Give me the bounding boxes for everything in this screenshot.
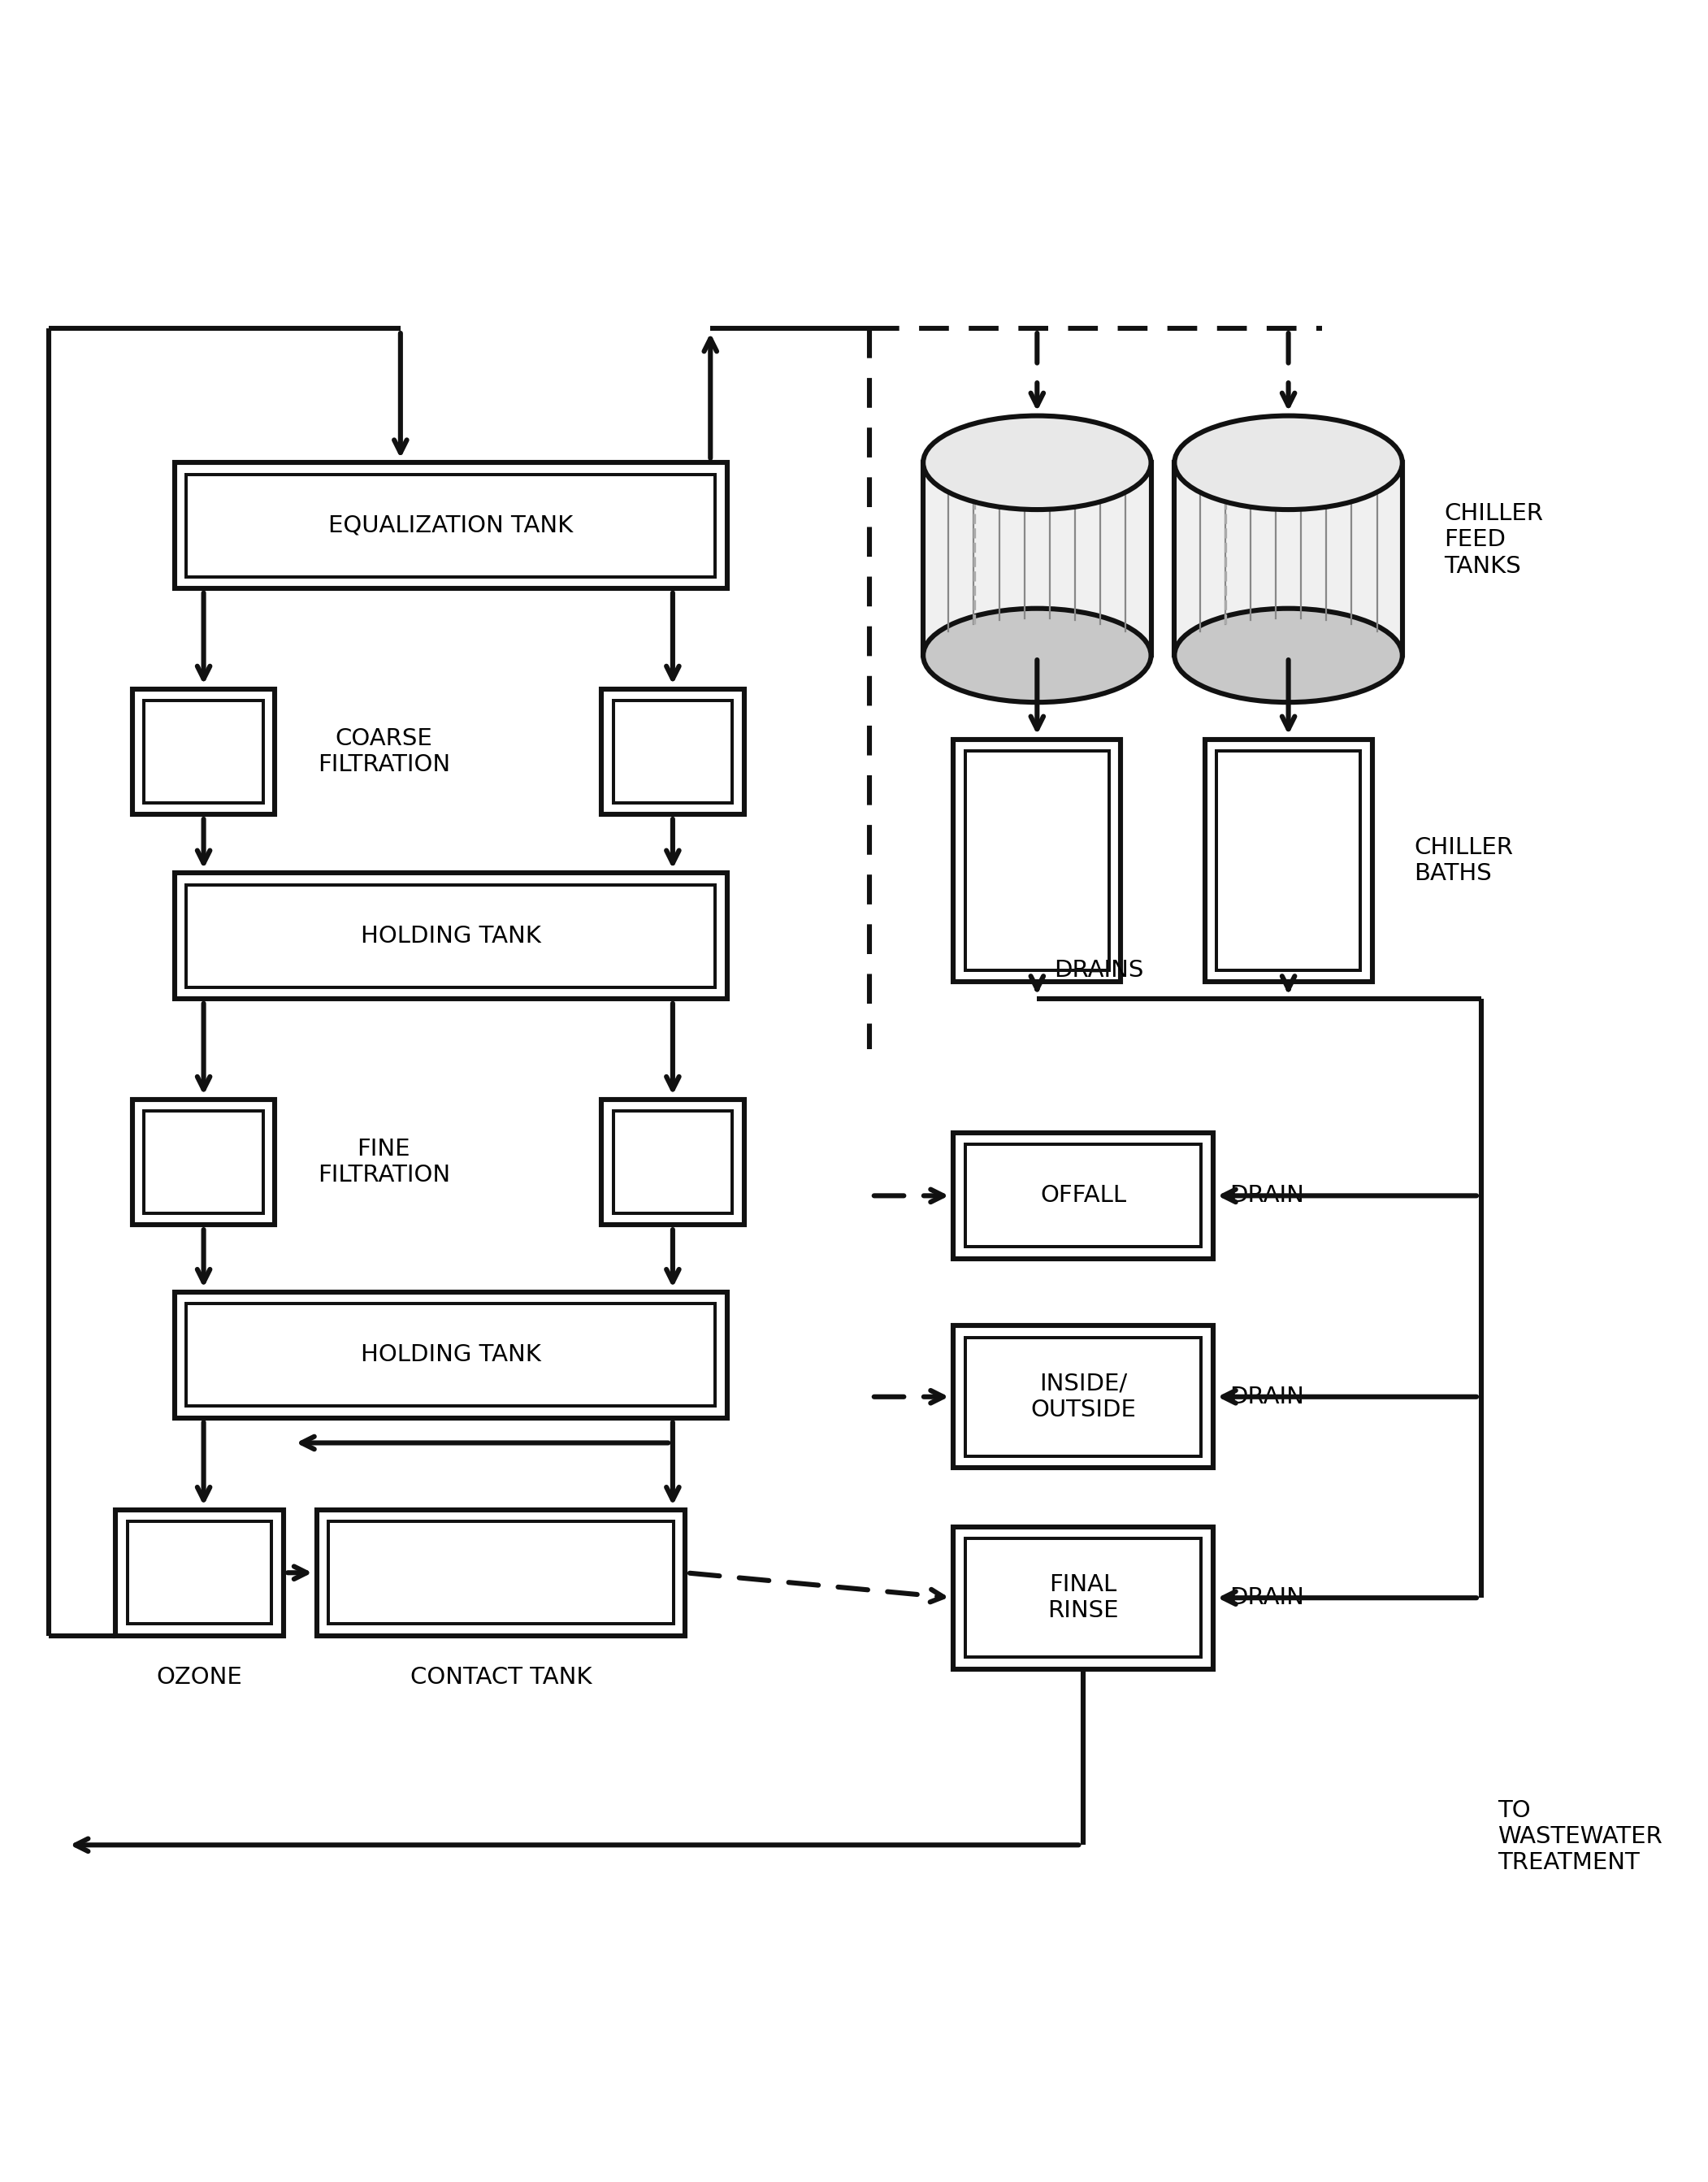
Text: DRAIN: DRAIN bbox=[1230, 1185, 1305, 1207]
Bar bbox=[316, 1510, 685, 1636]
Bar bbox=[953, 740, 1120, 982]
Text: INSIDE/
OUTSIDE: INSIDE/ OUTSIDE bbox=[1030, 1372, 1136, 1420]
Bar bbox=[1204, 740, 1372, 982]
Bar bbox=[953, 1327, 1213, 1468]
Bar bbox=[186, 1305, 716, 1405]
Bar bbox=[613, 1111, 733, 1213]
Bar bbox=[143, 700, 263, 803]
Polygon shape bbox=[922, 463, 1151, 655]
Bar bbox=[186, 886, 716, 986]
Bar bbox=[953, 1527, 1213, 1669]
Bar bbox=[186, 473, 716, 576]
Text: DRAINS: DRAINS bbox=[1054, 960, 1144, 982]
Bar bbox=[143, 1111, 263, 1213]
Bar bbox=[601, 690, 745, 814]
Text: HOLDING TANK: HOLDING TANK bbox=[360, 1344, 541, 1366]
Bar bbox=[953, 1132, 1213, 1259]
Ellipse shape bbox=[922, 417, 1151, 511]
Text: TO
WASTEWATER
TREATMENT: TO WASTEWATER TREATMENT bbox=[1498, 1798, 1662, 1874]
Text: CONTACT TANK: CONTACT TANK bbox=[410, 1667, 591, 1689]
Bar bbox=[174, 463, 728, 589]
Ellipse shape bbox=[922, 609, 1151, 703]
Bar bbox=[116, 1510, 284, 1636]
Text: COARSE
FILTRATION: COARSE FILTRATION bbox=[318, 727, 449, 777]
Bar bbox=[965, 1146, 1201, 1246]
Bar bbox=[601, 1100, 745, 1224]
Text: CHILLER
FEED
TANKS: CHILLER FEED TANKS bbox=[1445, 502, 1544, 578]
Bar bbox=[174, 873, 728, 999]
Polygon shape bbox=[1175, 463, 1402, 655]
Ellipse shape bbox=[1175, 417, 1402, 511]
Text: DRAIN: DRAIN bbox=[1230, 1386, 1305, 1407]
Ellipse shape bbox=[1175, 609, 1402, 703]
Text: FINAL
RINSE: FINAL RINSE bbox=[1047, 1573, 1119, 1623]
Text: DRAIN: DRAIN bbox=[1230, 1586, 1305, 1610]
Text: EQUALIZATION TANK: EQUALIZATION TANK bbox=[328, 515, 574, 537]
Text: HOLDING TANK: HOLDING TANK bbox=[360, 925, 541, 947]
Bar bbox=[1216, 751, 1361, 971]
Bar bbox=[174, 1292, 728, 1418]
Text: OZONE: OZONE bbox=[157, 1667, 243, 1689]
Bar bbox=[965, 1338, 1201, 1455]
Bar bbox=[133, 690, 275, 814]
Text: FINE
FILTRATION: FINE FILTRATION bbox=[318, 1137, 449, 1187]
Bar bbox=[965, 751, 1108, 971]
Bar bbox=[128, 1521, 272, 1623]
Bar bbox=[613, 700, 733, 803]
Bar bbox=[133, 1100, 275, 1224]
Text: OFFALL: OFFALL bbox=[1040, 1185, 1126, 1207]
Text: CHILLER
BATHS: CHILLER BATHS bbox=[1414, 836, 1513, 886]
Bar bbox=[965, 1538, 1201, 1658]
Bar bbox=[328, 1521, 673, 1623]
